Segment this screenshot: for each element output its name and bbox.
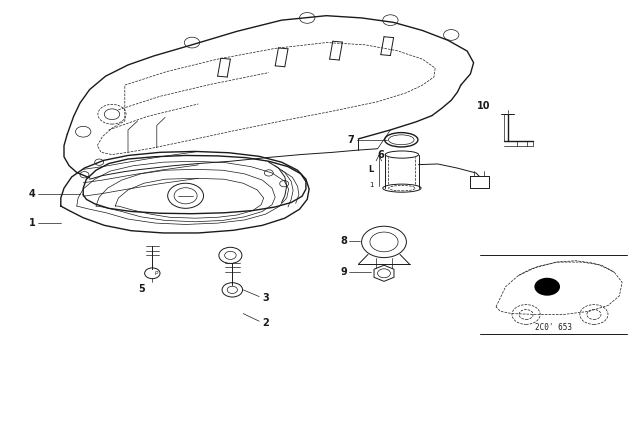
Text: 2: 2 — [262, 318, 269, 327]
Text: 9: 9 — [340, 267, 347, 277]
Text: 2C0' 653: 2C0' 653 — [535, 323, 572, 332]
Text: 8: 8 — [340, 236, 347, 246]
Text: 1: 1 — [28, 218, 35, 228]
Text: 7: 7 — [347, 135, 354, 145]
Text: p: p — [154, 270, 157, 275]
Text: 6: 6 — [378, 151, 384, 160]
Text: 4: 4 — [28, 189, 35, 198]
Text: 10: 10 — [476, 101, 490, 111]
Circle shape — [534, 278, 560, 296]
Text: 3: 3 — [262, 293, 269, 303]
Text: 1: 1 — [369, 181, 374, 188]
Text: L: L — [369, 165, 374, 174]
Text: 5: 5 — [139, 284, 145, 294]
